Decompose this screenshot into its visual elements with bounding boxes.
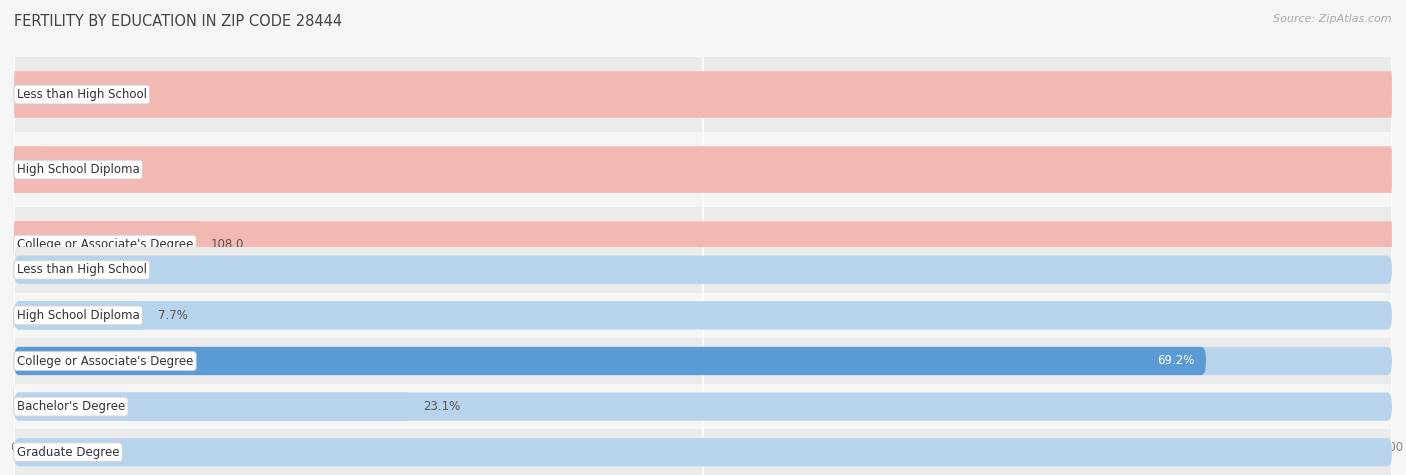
Bar	[14, 132, 1392, 207]
FancyBboxPatch shape	[14, 221, 200, 268]
Bar	[14, 429, 1392, 475]
Text: Graduate Degree: Graduate Degree	[17, 388, 120, 401]
Text: 7.7%: 7.7%	[157, 309, 187, 322]
Text: FERTILITY BY EDUCATION IN ZIP CODE 28444: FERTILITY BY EDUCATION IN ZIP CODE 28444	[14, 14, 342, 29]
FancyBboxPatch shape	[14, 392, 412, 421]
Bar	[14, 293, 1392, 338]
Text: Source: ZipAtlas.com: Source: ZipAtlas.com	[1274, 14, 1392, 24]
Bar	[14, 338, 1392, 384]
FancyBboxPatch shape	[14, 347, 1392, 375]
FancyBboxPatch shape	[14, 371, 1392, 418]
Bar	[14, 384, 1392, 429]
FancyBboxPatch shape	[14, 438, 1392, 466]
Bar	[14, 357, 1392, 432]
Bar	[14, 57, 1392, 132]
Text: Bachelor's Degree: Bachelor's Degree	[17, 313, 125, 326]
Text: College or Associate's Degree: College or Associate's Degree	[17, 354, 193, 368]
FancyBboxPatch shape	[14, 146, 42, 193]
Text: 0.0: 0.0	[25, 388, 44, 401]
Text: College or Associate's Degree: College or Associate's Degree	[17, 238, 193, 251]
FancyBboxPatch shape	[14, 71, 1392, 118]
Text: 0.0: 0.0	[25, 88, 44, 101]
FancyBboxPatch shape	[14, 392, 1392, 421]
Text: 23.1%: 23.1%	[423, 400, 460, 413]
Text: Bachelor's Degree: Bachelor's Degree	[17, 400, 125, 413]
Bar	[14, 207, 1392, 282]
Text: 69.2%: 69.2%	[1157, 354, 1195, 368]
FancyBboxPatch shape	[14, 256, 1392, 284]
Text: Graduate Degree: Graduate Degree	[17, 446, 120, 459]
FancyBboxPatch shape	[14, 301, 146, 330]
Text: High School Diploma: High School Diploma	[17, 309, 139, 322]
FancyBboxPatch shape	[14, 296, 1206, 343]
Text: 16.0: 16.0	[52, 163, 79, 176]
Text: 0.0%: 0.0%	[25, 446, 55, 459]
Text: 108.0: 108.0	[211, 238, 245, 251]
FancyBboxPatch shape	[14, 221, 1392, 268]
Text: Less than High School: Less than High School	[17, 88, 146, 101]
Text: 0.0%: 0.0%	[25, 263, 55, 276]
FancyBboxPatch shape	[14, 146, 1392, 193]
Text: High School Diploma: High School Diploma	[17, 163, 139, 176]
FancyBboxPatch shape	[14, 301, 1392, 330]
FancyBboxPatch shape	[14, 296, 1392, 343]
FancyBboxPatch shape	[14, 347, 1206, 375]
Bar	[14, 282, 1392, 357]
Text: 692.0: 692.0	[1161, 313, 1195, 326]
Text: Less than High School: Less than High School	[17, 263, 146, 276]
Bar	[14, 247, 1392, 293]
